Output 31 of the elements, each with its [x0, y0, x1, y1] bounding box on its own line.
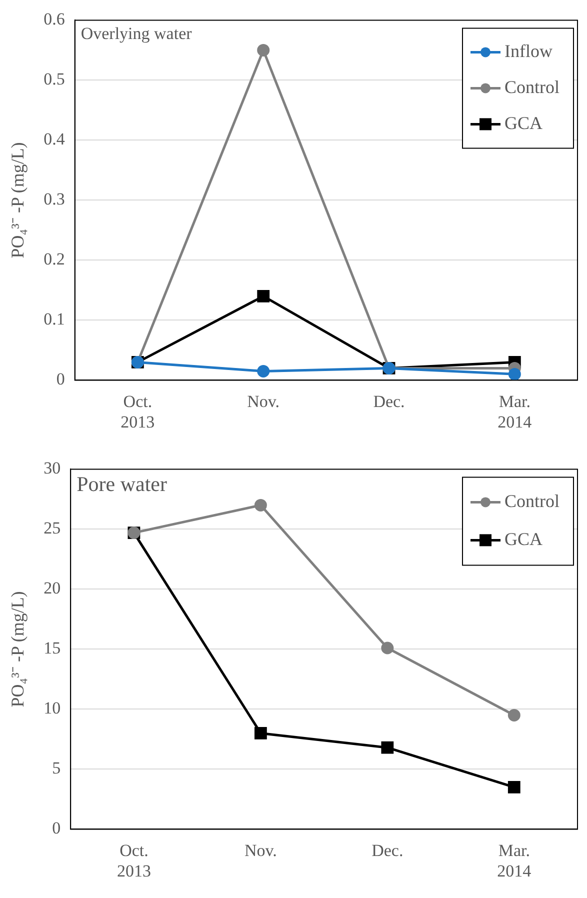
x-tick-label: Mar. 2014 — [498, 392, 532, 432]
y-axis-title: PO₄³⁻ -P (mg/L) — [8, 591, 28, 708]
legend-label: GCA — [504, 112, 543, 133]
y-tick-label: 30 — [44, 458, 61, 478]
y-tick-label: 0.3 — [44, 190, 65, 209]
chart-title: Pore water — [76, 472, 167, 496]
y-tick-label: 20 — [44, 578, 61, 598]
x-tick-label: Dec. — [372, 840, 404, 860]
legend-label: Control — [504, 490, 560, 511]
x-tick-label: Oct. 2013 — [116, 840, 151, 880]
y-tick-label: 0.4 — [44, 130, 66, 149]
x-tick-label: Nov. — [247, 392, 280, 411]
y-tick-label: 0.2 — [44, 250, 65, 269]
y-axis-title: PO₄³⁻ -P (mg/L) — [8, 142, 28, 258]
legend-label: GCA — [504, 528, 543, 549]
y-tick-label: 25 — [44, 518, 61, 538]
y-tick-label: 0.6 — [44, 10, 65, 29]
x-tick-label: Oct. 2013 — [120, 392, 155, 432]
x-tick-label: Dec. — [373, 392, 405, 411]
y-tick-label: 5 — [52, 758, 61, 778]
y-tick-label: 10 — [44, 698, 61, 718]
y-tick-label: 0.5 — [44, 70, 65, 89]
x-tick-label: Nov. — [244, 840, 277, 860]
chart-title: Overlying water — [80, 24, 192, 44]
y-tick-label: 0.1 — [44, 310, 65, 329]
x-tick-label: Mar. 2014 — [497, 840, 532, 880]
legend-label: Inflow — [504, 40, 552, 61]
y-tick-label: 0 — [56, 370, 65, 389]
y-tick-label: 0 — [52, 818, 61, 838]
legend-label: Control — [504, 76, 560, 97]
y-tick-label: 15 — [44, 638, 61, 658]
